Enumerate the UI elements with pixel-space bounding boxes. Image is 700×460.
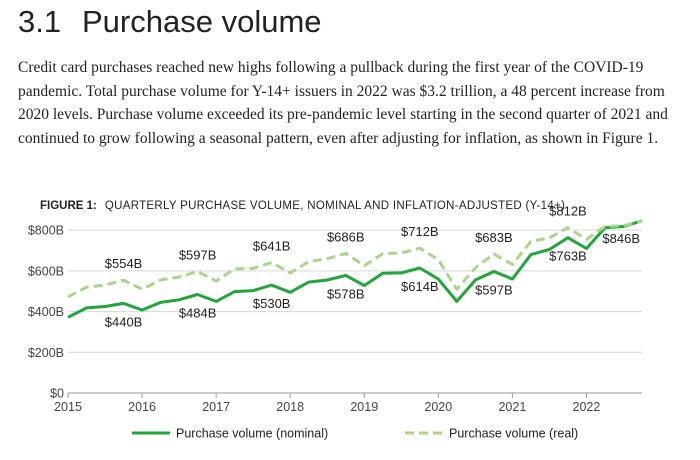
figure-caption: FIGURE 1: QUARTERLY PURCHASE VOLUME, NOMI…	[40, 200, 565, 212]
section-heading: 3.1 Purchase volume	[18, 4, 322, 40]
data-label: $597B	[179, 247, 217, 262]
series-line-nominal	[67, 219, 643, 319]
y-tick-label: $600B	[28, 264, 64, 278]
x-tick-label: 2017	[202, 400, 230, 414]
data-label: $812B	[549, 204, 587, 219]
data-label: $484B	[179, 305, 217, 320]
y-tick-label: $0	[50, 387, 64, 401]
data-label: $683B	[475, 230, 513, 245]
x-tick-label: 2022	[573, 400, 601, 414]
y-tick-label: $200B	[28, 346, 64, 360]
data-label: $686B	[327, 229, 365, 244]
data-label: $763B	[549, 249, 587, 264]
data-label: $712B	[401, 224, 439, 239]
data-label: $597B	[475, 282, 513, 297]
data-label: $614B	[401, 279, 439, 294]
data-label: $641B	[253, 239, 291, 254]
intro-paragraph: Credit card purchases reached new highs …	[18, 59, 668, 147]
x-tick-label: 2015	[54, 400, 82, 414]
y-tick-label: $800B	[28, 224, 64, 238]
x-tick-label: 2018	[276, 400, 304, 414]
data-label: $554B	[105, 256, 143, 271]
data-label: $578B	[327, 286, 365, 301]
data-label: $530B	[253, 296, 291, 311]
x-tick-label: 2020	[424, 400, 452, 414]
figure-title: QUARTERLY PURCHASE VOLUME, NOMINAL AND I…	[104, 200, 566, 212]
x-tick-label: 2019	[350, 400, 378, 414]
x-tick-label: 2021	[498, 400, 526, 414]
data-label: $846B	[602, 231, 640, 246]
series-line-real	[67, 219, 643, 299]
legend-label: Purchase volume (nominal)	[176, 427, 328, 441]
figure-number: FIGURE 1:	[40, 200, 97, 212]
x-tick-label: 2016	[128, 400, 156, 414]
section-title: Purchase volume	[82, 4, 322, 39]
y-tick-label: $400B	[28, 305, 64, 319]
data-label: $440B	[105, 314, 143, 329]
section-number: 3.1	[18, 4, 62, 39]
legend-label: Purchase volume (real)	[449, 427, 578, 441]
